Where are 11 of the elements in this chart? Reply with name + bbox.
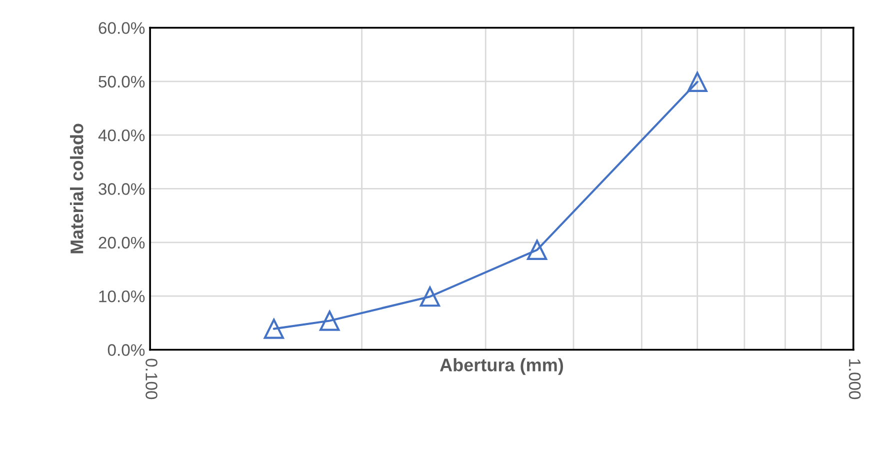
y-tick-label: 60.0% — [98, 22, 145, 34]
x-tick-label: 0.100 — [146, 358, 158, 400]
y-tick-label: 30.0% — [98, 183, 145, 195]
y-tick-label: 20.0% — [98, 236, 145, 249]
y-tick-label: 10.0% — [99, 290, 145, 302]
x-axis-title: Abertura (mm) — [440, 358, 564, 375]
y-axis-title: Material colado — [70, 124, 84, 254]
x-tick-label: 1.000 — [848, 359, 861, 400]
y-tick-label: 50.0% — [98, 76, 145, 88]
y-tick-label: 0.0% — [108, 344, 145, 356]
y-tick-label: 40.0% — [98, 129, 145, 142]
